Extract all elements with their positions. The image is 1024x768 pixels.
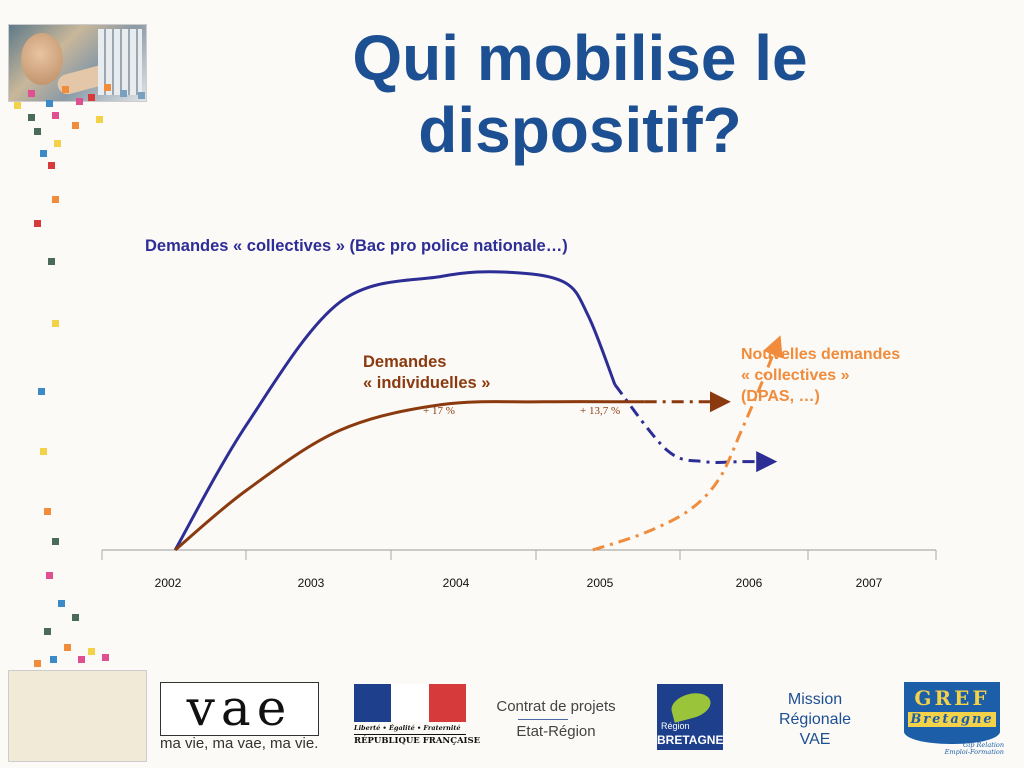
x-tick-label-2005: 2005 <box>587 576 614 590</box>
footer-decorative-card <box>8 670 147 762</box>
decorative-square <box>28 90 35 97</box>
leaf-icon <box>668 689 714 723</box>
chart: 2002 2003 2004 2005 2006 2007 Demandes « coll… <box>101 237 937 590</box>
decorative-square <box>88 648 95 655</box>
region-label: Région <box>661 721 690 731</box>
mission-line2: Régionale <box>778 711 852 728</box>
decorative-square <box>14 102 21 109</box>
decorative-square <box>62 86 69 93</box>
decorative-square <box>40 448 47 455</box>
vae-tagline: ma vie, ma vae, ma vie. <box>160 735 319 752</box>
decorative-square <box>28 114 35 121</box>
decorative-square <box>138 92 145 99</box>
decorative-square <box>46 572 53 579</box>
decorative-square <box>52 538 59 545</box>
decorative-square <box>48 258 55 265</box>
annotation-plus-17: + 17 % <box>423 405 455 417</box>
gref-name: GREF <box>914 686 990 710</box>
region-name: BRETAGNE <box>657 733 724 747</box>
series-label-nouvelles-line3: (DPAS, …) <box>741 388 820 405</box>
rf-name: RÉPUBLIQUE FRANÇAISE <box>354 734 481 746</box>
gref-bretagne-logo: GREF Bretagne <box>904 682 1000 744</box>
x-axis: 2002 2003 2004 2005 2006 2007 <box>101 549 937 590</box>
decorative-square <box>72 614 79 621</box>
decorative-square <box>44 508 51 515</box>
tricolor-flag <box>354 684 466 722</box>
decorative-square <box>52 320 59 327</box>
series-collectives-projection <box>613 383 778 473</box>
decorative-square <box>54 140 61 147</box>
series-lines <box>173 270 783 552</box>
x-tick-label-2002: 2002 <box>155 576 182 590</box>
x-tick-label-2007: 2007 <box>856 576 883 590</box>
decorative-square <box>44 628 51 635</box>
slide-title-line2: dispositif? <box>418 94 742 166</box>
header-photo <box>8 24 147 102</box>
series-label-individuelles-line2: « individuelles » <box>363 374 490 392</box>
series-label-nouvelles-line2: « collectives » <box>741 367 850 384</box>
series-collectives-solid <box>173 270 617 551</box>
x-tick-label-2006: 2006 <box>736 576 763 590</box>
decorative-square <box>46 100 53 107</box>
gref-region: Bretagne <box>908 712 996 727</box>
series-label-individuelles-line1: Demandes <box>363 353 446 371</box>
decorative-square <box>64 644 71 651</box>
decorative-square <box>88 94 95 101</box>
decorative-square <box>104 84 111 91</box>
decorative-square <box>78 656 85 663</box>
mission-line3: VAE <box>799 731 831 748</box>
republique-francaise-logo: Liberté • Égalité • Fraternité RÉPUBLIQU… <box>354 684 481 748</box>
mission-regionale-vae: Mission Régionale VAE <box>760 690 870 750</box>
series-label-nouvelles-line1: Nouvelles demandes <box>741 346 900 363</box>
decorative-square <box>76 98 83 105</box>
mission-line1: Mission <box>787 691 843 708</box>
decorative-square <box>120 90 127 97</box>
rf-motto: Liberté • Égalité • Fraternité <box>354 724 461 732</box>
region-bretagne-logo: Région BRETAGNE <box>657 684 723 750</box>
contrat-divider <box>518 719 568 720</box>
decorative-square <box>48 162 55 169</box>
decorative-square <box>96 116 103 123</box>
x-tick-label-2004: 2004 <box>443 576 470 590</box>
x-tick-label-2003: 2003 <box>298 576 325 590</box>
annotation-plus-13-7: + 13,7 % <box>580 405 620 417</box>
series-label-collectives: Demandes « collectives » (Bac pro police… <box>145 237 568 255</box>
decorative-square <box>102 654 109 661</box>
decorative-square <box>40 150 47 157</box>
gref-sub-line2: Emploi-Formation <box>944 748 1004 756</box>
gref-sub-line1: Gip Relation <box>963 741 1004 749</box>
decorative-square <box>52 112 59 119</box>
gref-subtitle: Gip Relation Emploi-Formation <box>924 742 1004 756</box>
decorative-square <box>52 196 59 203</box>
decorative-square <box>34 128 41 135</box>
decorative-square <box>58 600 65 607</box>
slide-title-line1: Qui mobilise le <box>352 22 808 94</box>
decorative-square <box>34 220 41 227</box>
decorative-square <box>34 660 41 667</box>
series-nouvelles-collectives-projection <box>592 335 783 552</box>
series-individuelles-solid <box>174 400 645 552</box>
vae-logo: vae <box>160 682 319 736</box>
decorative-square <box>38 388 45 395</box>
decorative-square <box>50 656 57 663</box>
person-face <box>21 33 63 85</box>
contrat-projets-line2: Etat-Région <box>516 723 596 740</box>
decorative-square <box>72 122 79 129</box>
contrat-projets-line1: Contrat de projets <box>496 698 616 715</box>
